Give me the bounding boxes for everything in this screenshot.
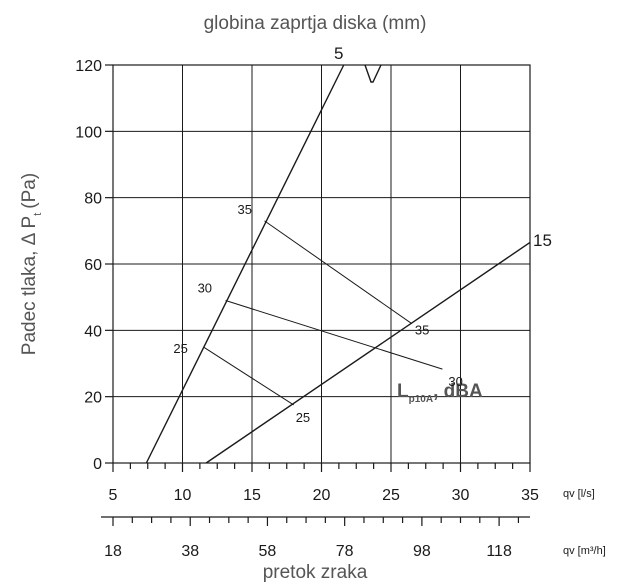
x-tick-label: 5 bbox=[109, 487, 118, 504]
curve-label-15: 15 bbox=[533, 231, 552, 250]
sound-label-end: 30 bbox=[448, 374, 462, 389]
x-axis-m3-per-h: 18 38 58 78 98 118 bbox=[104, 517, 520, 560]
x2-tick-label: 118 bbox=[486, 543, 512, 560]
x-tick-label: 10 bbox=[174, 487, 192, 504]
y-tick-label: 100 bbox=[75, 124, 102, 141]
y-axis-title-main: Padec tlaka, Δ P bbox=[19, 216, 40, 355]
x-tick-label: 15 bbox=[243, 487, 261, 504]
curve-15-line bbox=[205, 241, 531, 464]
y-axis: 0 20 40 60 80 100 120 bbox=[75, 58, 113, 473]
x-tick-label: 30 bbox=[452, 487, 470, 504]
x2-tick-label: 98 bbox=[413, 543, 431, 560]
sound-label-end: 25 bbox=[296, 410, 310, 425]
x-tick-label: 35 bbox=[521, 487, 539, 504]
x2-tick-label: 38 bbox=[181, 543, 199, 560]
sound-line-25 bbox=[203, 346, 294, 406]
y-tick-label: 0 bbox=[93, 456, 102, 473]
x-tick-label: 25 bbox=[382, 487, 400, 504]
x2-tick-label: 78 bbox=[336, 543, 354, 560]
y-axis-title-sub: t bbox=[32, 213, 44, 216]
sound-lines bbox=[203, 220, 443, 406]
x-tick-label: 20 bbox=[313, 487, 331, 504]
y-tick-label: 80 bbox=[84, 191, 102, 208]
curve-5-dip bbox=[364, 64, 382, 83]
sound-level-label-sub: p10A bbox=[409, 394, 433, 405]
curve-5-line bbox=[145, 64, 345, 464]
sound-line-30 bbox=[225, 300, 443, 370]
x2-unit-label: qv [m³/h] bbox=[563, 545, 606, 557]
y-axis-title: Padec tlaka, Δ Pt (Pa) bbox=[19, 173, 44, 355]
y-tick-label: 40 bbox=[84, 323, 102, 340]
y-tick-label: 120 bbox=[75, 58, 102, 75]
sound-level-label-unit: , dBA bbox=[433, 381, 483, 402]
sound-level-label-main: L bbox=[397, 381, 409, 402]
sound-label-start: 30 bbox=[198, 280, 212, 295]
x-axis-l-per-s: 5 10 15 20 25 30 35 bbox=[109, 463, 539, 504]
x2-tick-label: 58 bbox=[259, 543, 277, 560]
x2-tick-label: 18 bbox=[104, 543, 122, 560]
sound-label-start: 25 bbox=[173, 341, 187, 356]
grid bbox=[113, 65, 530, 463]
curve-label-5: 5 bbox=[334, 44, 343, 63]
sound-label-start: 35 bbox=[238, 202, 252, 217]
chart-title: globina zaprtja diska (mm) bbox=[204, 13, 427, 34]
sound-labels: 25 25 30 30 35 35 bbox=[173, 202, 463, 425]
sound-line-35 bbox=[264, 220, 413, 325]
y-tick-label: 20 bbox=[84, 390, 102, 407]
x-axis-title: pretok zraka bbox=[263, 562, 368, 583]
sound-label-end: 35 bbox=[415, 323, 429, 338]
y-axis-title-unit: (Pa) bbox=[19, 173, 40, 209]
sound-level-label: Lp10A, dBA bbox=[397, 381, 483, 405]
x-unit-label: qv [l/s] bbox=[563, 488, 595, 500]
y-tick-label: 60 bbox=[84, 257, 102, 274]
